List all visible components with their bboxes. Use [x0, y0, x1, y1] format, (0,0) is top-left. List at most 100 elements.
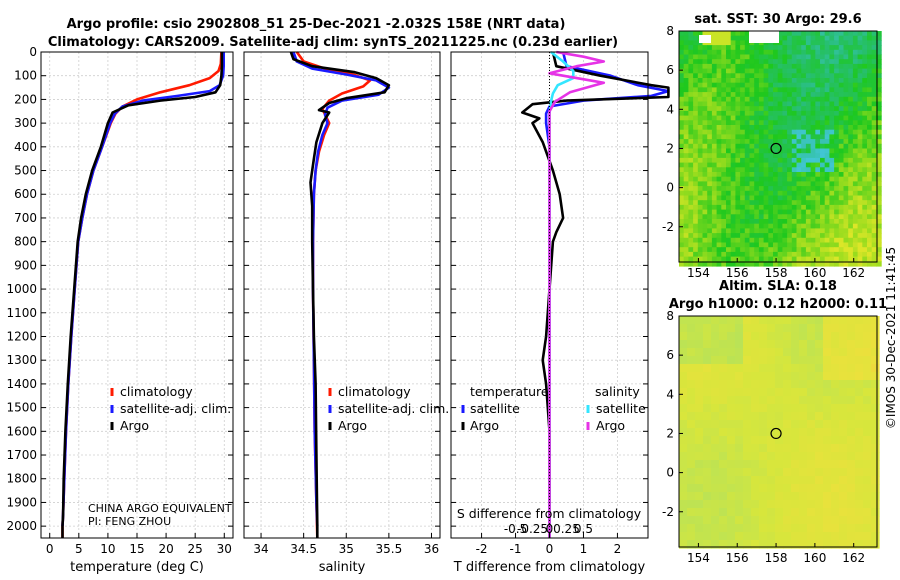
sst-map-cell	[876, 186, 882, 192]
sst-map-cell	[843, 78, 849, 84]
sst-map-cell	[758, 190, 765, 197]
sst-map-cell	[857, 242, 863, 248]
sst-map-cell	[702, 73, 708, 79]
sst-map-cell	[876, 223, 882, 229]
sla-map-cell	[767, 348, 776, 357]
y-tick-label: 900	[14, 258, 37, 272]
sst-map-cell	[801, 261, 807, 267]
sla-map-cell	[711, 364, 720, 373]
sla-map-cell	[847, 404, 856, 413]
sst-map-cell	[726, 181, 732, 187]
sst-map-cell	[777, 157, 783, 164]
sla-map-cell	[775, 348, 784, 357]
sst-map-cell	[805, 87, 812, 93]
sst-map-cell	[683, 115, 689, 121]
sst-map-cell	[871, 190, 877, 197]
sst-map-cell	[721, 54, 727, 60]
sst-map-cell	[740, 59, 746, 65]
sst-map-cell	[838, 73, 845, 79]
sst-map-cell	[758, 101, 765, 107]
sst-map-cell	[843, 134, 849, 140]
x-tick-label: 35.5	[376, 542, 403, 556]
sst-map-cell	[848, 40, 854, 46]
sla-map-cell	[807, 452, 816, 461]
sla-map-cell	[831, 348, 840, 357]
sla-map-cell	[855, 340, 864, 349]
sst-map-cell	[721, 139, 727, 145]
sst-map-cell	[787, 233, 793, 239]
legend-label-argo: Argo	[120, 418, 149, 433]
sla-map-cell	[751, 452, 760, 461]
sla-map-cell	[775, 404, 784, 413]
sla-map-cell	[679, 444, 688, 453]
sst-map-cell	[744, 49, 751, 56]
sst-map-cell	[758, 228, 765, 234]
sla-map-cell	[823, 332, 832, 341]
sst-map-cell	[787, 153, 793, 159]
sst-map-cell	[688, 181, 694, 187]
sst-map-cell	[768, 45, 774, 51]
sst-map-cell	[758, 219, 765, 225]
sst-map-cell	[782, 139, 788, 145]
sst-map-cell	[702, 214, 708, 220]
sst-map-cell	[744, 40, 751, 46]
sst-map-cell	[801, 233, 807, 239]
sst-map-cell	[815, 148, 821, 154]
sst-map-cell	[876, 139, 882, 145]
sst-map-cell	[843, 101, 849, 107]
sst-map-cell	[693, 261, 699, 267]
sst-map-cell	[688, 115, 694, 121]
sst-map-cell	[688, 186, 694, 192]
sst-map-cell	[820, 233, 826, 239]
sst-map-cell	[711, 157, 718, 164]
sst-map-cell	[815, 186, 821, 192]
sla-map-cell	[687, 516, 696, 525]
sst-map-cell	[768, 219, 774, 225]
sst-map-cell	[711, 219, 718, 225]
y-tick-label: 500	[14, 164, 37, 178]
sst-map-cell	[763, 190, 769, 197]
sst-map-cell	[834, 176, 840, 182]
sst-map-cell	[820, 223, 826, 229]
sla-map-cell	[751, 348, 760, 357]
sst-map-cell	[805, 162, 812, 168]
sst-map-cell	[796, 96, 802, 103]
sst-map-cell	[763, 153, 769, 159]
sst-map-cell	[787, 261, 793, 267]
sla-map-cell	[863, 516, 872, 525]
sst-map-cell	[679, 209, 685, 215]
sst-map-cell	[688, 68, 694, 74]
sst-map-cell	[716, 251, 722, 258]
s-tick-label: 0	[546, 522, 554, 536]
sst-map-cell	[702, 157, 708, 164]
sst-map-cell	[791, 45, 798, 51]
sst-map-cell	[702, 139, 708, 145]
sst-map-cell	[838, 195, 845, 201]
sla-map-cell	[735, 396, 744, 405]
sst-map-cell	[838, 190, 845, 197]
sst-map-cell	[730, 153, 736, 159]
sla-map-cell	[719, 444, 728, 453]
sst-map-cell	[740, 106, 746, 112]
sla-map-cell	[695, 532, 704, 541]
sla-map-cell	[871, 540, 880, 549]
sst-map-cell	[707, 148, 713, 154]
sst-map-cell	[829, 87, 835, 93]
sst-map-cell	[679, 115, 685, 121]
sst-map-cell	[697, 115, 704, 121]
sst-map-cell	[730, 45, 736, 51]
sla-map-cell	[823, 500, 832, 509]
sla-map-cell	[759, 468, 768, 477]
sst-map-cell	[796, 120, 802, 126]
sla-map-cell	[711, 348, 720, 357]
sst-map-cell	[820, 134, 826, 140]
sla-map-cell	[719, 492, 728, 501]
sst-map-cell	[758, 82, 765, 88]
sst-map-cell	[763, 96, 769, 103]
sst-map-cell	[791, 143, 798, 150]
sla-map-cell	[807, 484, 816, 493]
sla-map-cell	[791, 372, 800, 381]
sst-map-cell	[843, 87, 849, 93]
sst-map-cell	[791, 181, 798, 187]
sst-map-cell	[744, 148, 751, 154]
